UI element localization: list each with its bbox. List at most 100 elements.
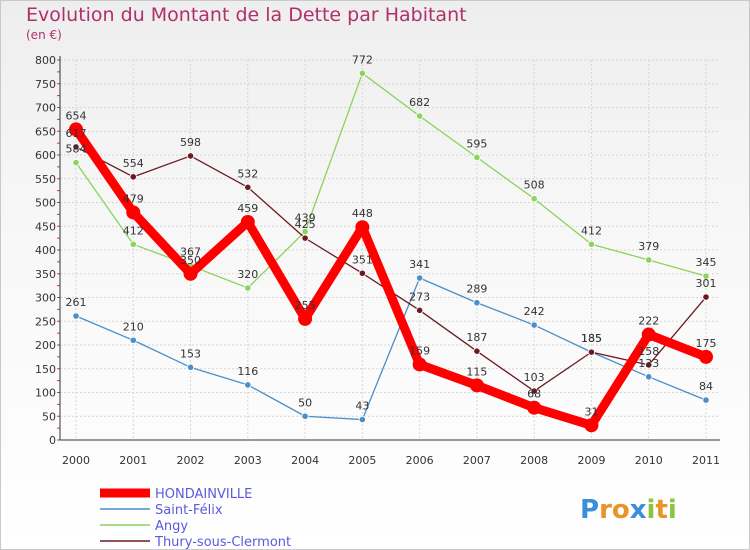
series-1-point [702,396,710,404]
series-1-point [416,274,424,282]
series-0-data-label: 222 [638,315,659,328]
series-0-data-label: 654 [66,109,87,122]
series-2-point [530,195,538,203]
series-2-data-label: 595 [466,137,487,150]
y-tick-label: 750 [35,78,56,91]
y-tick-label: 550 [35,173,56,186]
series-0-point [183,266,198,281]
series-1-point [186,363,195,371]
grid [60,59,720,441]
series-3-data-label: 617 [66,127,87,140]
series-2-data-label: 412 [123,224,144,237]
y-tick-label: 650 [35,125,56,138]
series-3-data-label: 187 [466,331,487,344]
series-2-data-label: 584 [66,143,87,156]
series-1-data-label: 116 [237,365,258,378]
series-line-1 [75,277,707,421]
proxiti-logo: Proxiti [580,495,677,525]
series-line-3 [75,146,707,392]
series-1-data-label: 153 [180,347,201,360]
series-0-data-label: 68 [527,388,541,401]
series-3-point [186,152,195,160]
series-0-data-label: 175 [696,337,717,350]
y-tick-label: 350 [35,268,56,281]
legend-label-2: Angy [155,519,188,534]
series-3-data-label: 425 [295,218,316,231]
proxiti-logo-text: Proxiti [580,495,677,525]
series-3-point [416,306,424,314]
series-0-point [699,349,713,364]
series-3-data-label: 598 [180,136,201,149]
y-tick-label: 500 [35,197,56,210]
x-tick-label: 2000 [62,454,90,467]
x-tick-label: 2007 [463,454,491,467]
series-2-data-label: 320 [237,268,258,281]
series-0-point [355,220,370,235]
series-3-point [645,361,653,369]
x-tick-label: 2003 [234,454,262,467]
legend: HONDAINVILLESaint-FélixAngyThury-sous-Cl… [100,487,291,550]
axes: 0501001502002503003504004505005506006507… [35,54,720,467]
series-3-point [702,293,710,301]
series-3-data-label: 273 [409,290,430,303]
y-tick-label: 450 [35,220,56,233]
series-0-data-label: 448 [352,207,373,220]
x-tick-label: 2001 [119,454,147,467]
series-2-point [587,240,596,248]
series-0-point [584,418,599,433]
chart-title: Evolution du Montant de la Dette par Hab… [26,4,467,26]
legend-label-0: HONDAINVILLE [155,487,252,502]
series-3-data-label: 532 [237,167,258,180]
series-2-point [358,69,366,77]
y-tick-label: 250 [35,315,56,328]
series-1-point [129,336,137,344]
series-0-point [469,378,484,393]
series-3-point [72,143,80,151]
series-3-point [244,183,252,191]
x-tick-label: 2005 [348,454,376,467]
chart-subtitle: (en €) [26,28,62,42]
y-tick-label: 300 [35,292,56,305]
x-tick-label: 2004 [291,454,319,467]
series-1-point [244,381,252,389]
series-3-point [587,348,596,356]
series-0-data-label: 159 [409,344,430,357]
series-2-point [473,153,481,161]
series-3-data-label: 351 [352,253,373,266]
y-tick-label: 700 [35,102,56,115]
x-tick-label: 2011 [692,454,720,467]
y-tick-label: 0 [49,434,56,447]
x-tick-label: 2008 [520,454,548,467]
series-3-point [473,347,481,355]
series-0-data-label: 31 [584,405,598,418]
series-0-data-label: 350 [180,254,201,267]
y-tick-label: 400 [35,244,56,257]
series-0-data-label: 255 [295,299,316,312]
series-2-point [702,272,710,280]
y-tick-label: 600 [35,149,56,162]
y-tick-label: 100 [35,387,56,400]
series-1-point [645,373,653,381]
series-1-data-label: 43 [355,400,369,413]
y-tick-label: 800 [35,54,56,67]
x-tick-label: 2002 [177,454,205,467]
series-1-data-label: 341 [409,258,430,271]
series-0-data-label: 479 [123,192,144,205]
legend-label-3: Thury-sous-Clermont [154,535,291,550]
series-3-data-label: 103 [524,371,545,384]
series-1-data-label: 242 [524,305,545,318]
series-1-point [473,299,481,307]
series-2-data-label: 439 [295,211,316,224]
series-0-point [641,327,656,342]
series-1-point [301,412,309,420]
series-1-data-label: 289 [466,283,487,296]
series-0-point [240,214,255,229]
series-1-data-label: 133 [638,357,659,370]
series-0-point [298,311,313,326]
series-line-0 [71,124,711,430]
y-tick-label: 50 [42,410,56,423]
series-1-point [530,321,538,329]
series-1-data-label: 210 [123,320,144,333]
